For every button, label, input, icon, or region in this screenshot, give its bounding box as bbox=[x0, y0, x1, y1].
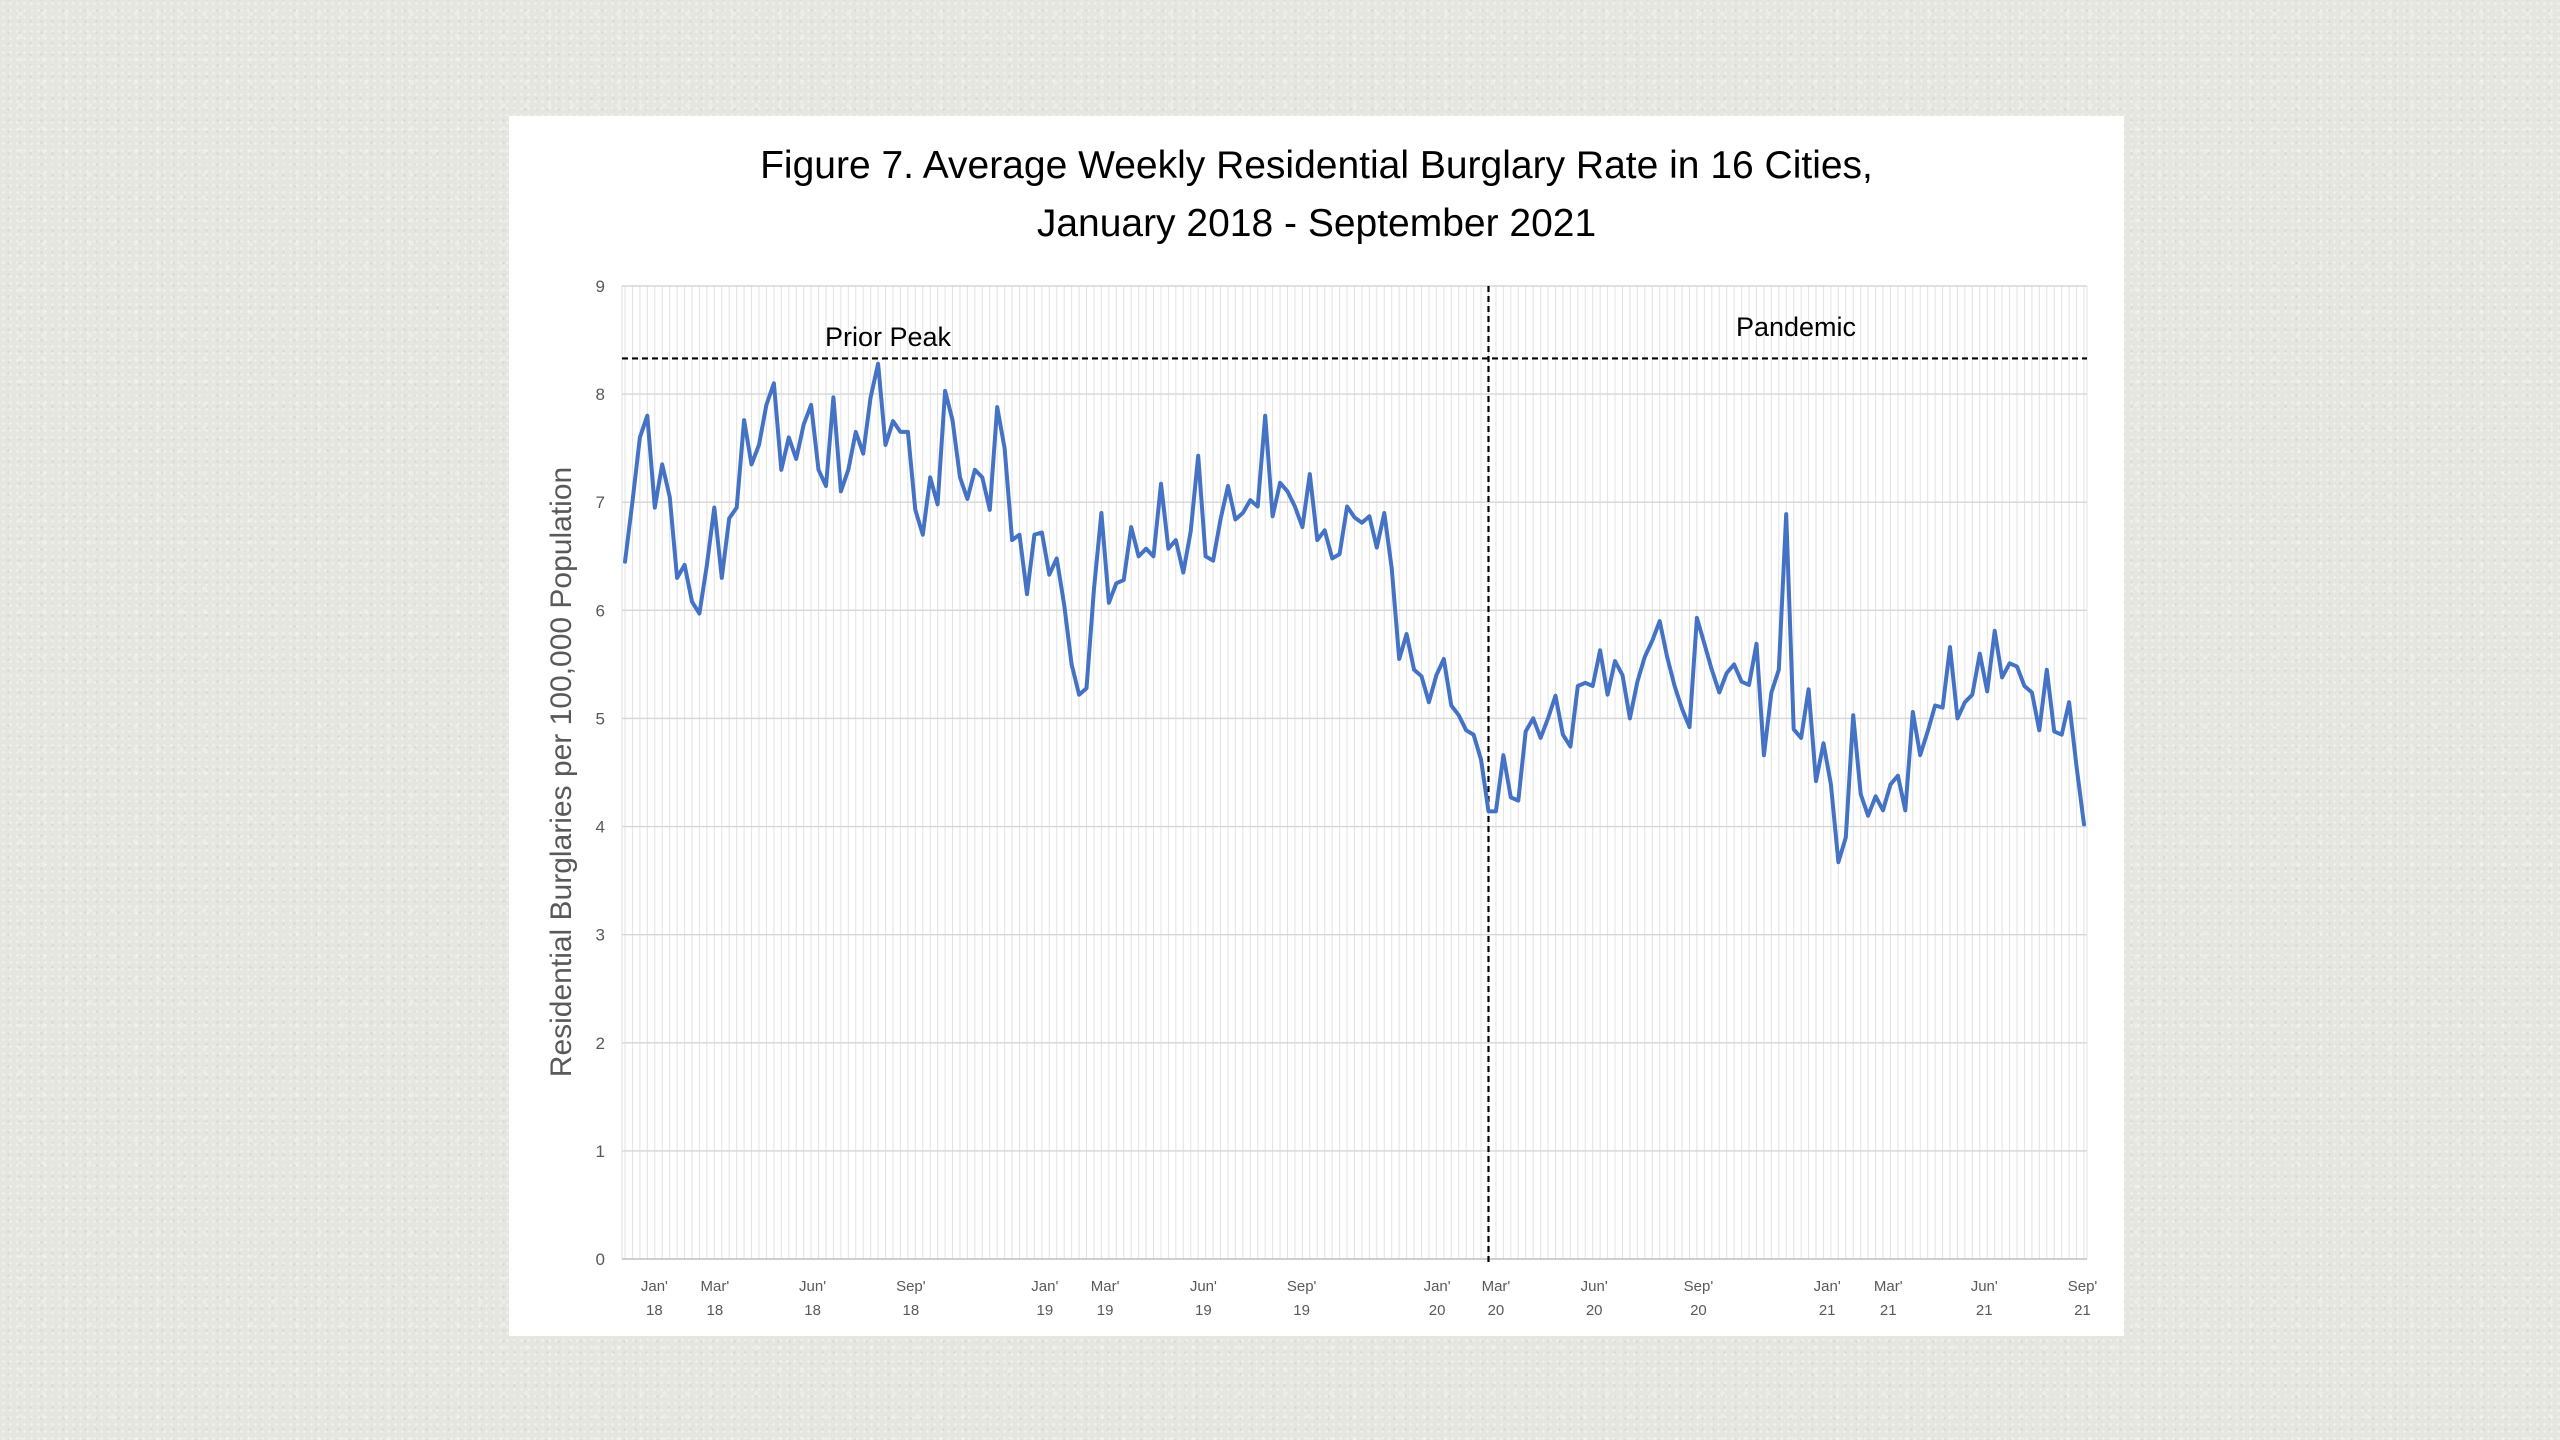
series-layer bbox=[623, 361, 2086, 865]
burglary-rate-chart: 0 1 2 3 4 5 6 7 8 9 Jan' 18 Mar' 18 Jun' 18 Sep' 18 Jan' 1… bbox=[545, 277, 2098, 1319]
prior-peak-annotation: Prior Peak bbox=[825, 322, 952, 352]
y-tick-label: 8 bbox=[596, 385, 605, 404]
y-tick-labels: 0 1 2 3 4 5 6 7 8 9 bbox=[596, 277, 605, 1269]
x-tick-month-label: Sep' bbox=[2068, 1278, 2098, 1295]
y-tick-label: 2 bbox=[596, 1034, 605, 1053]
y-tick-label: 1 bbox=[596, 1142, 605, 1161]
x-tick-month-label: Jan' bbox=[1031, 1278, 1058, 1295]
figure-card: Figure 7. Average Weekly Residential Bur… bbox=[509, 116, 2124, 1336]
x-tick-month-label: Jun' bbox=[1190, 1278, 1217, 1295]
y-tick-label: 4 bbox=[596, 818, 605, 837]
y-tick-label: 5 bbox=[596, 709, 605, 728]
x-tick-year-label: 20 bbox=[1488, 1302, 1505, 1319]
y-tick-label: 9 bbox=[596, 277, 605, 296]
x-tick-year-label: 18 bbox=[903, 1302, 920, 1319]
x-tick-month-label: Sep' bbox=[1287, 1278, 1317, 1295]
x-tick-month-label: Mar' bbox=[1091, 1278, 1120, 1295]
pandemic-annotation: Pandemic bbox=[1736, 312, 1856, 342]
x-tick-year-label: 20 bbox=[1690, 1302, 1707, 1319]
x-tick-month-label: Mar' bbox=[1482, 1278, 1511, 1295]
x-tick-month-label: Mar' bbox=[1874, 1278, 1903, 1295]
x-tick-month-label: Sep' bbox=[1684, 1278, 1714, 1295]
x-tick-year-label: 18 bbox=[646, 1302, 663, 1319]
x-tick-year-label: 19 bbox=[1195, 1302, 1212, 1319]
series-line bbox=[623, 361, 2086, 865]
x-tick-year-label: 20 bbox=[1586, 1302, 1603, 1319]
x-tick-month-label: Mar' bbox=[700, 1278, 729, 1295]
chart-title-line-1: Figure 7. Average Weekly Residential Bur… bbox=[760, 144, 1873, 187]
x-tick-year-label: 19 bbox=[1036, 1302, 1053, 1319]
y-axis-label: Residential Burglaries per 100,000 Popul… bbox=[545, 467, 578, 1077]
x-tick-month-label: Jan' bbox=[1424, 1278, 1451, 1295]
y-tick-label: 6 bbox=[596, 601, 605, 620]
x-tick-month-label: Sep' bbox=[896, 1278, 926, 1295]
y-tick-label: 3 bbox=[596, 926, 605, 945]
y-tick-label: 7 bbox=[596, 493, 605, 512]
reference-lines bbox=[622, 286, 2087, 1265]
x-tick-month-label: Jan' bbox=[1814, 1278, 1841, 1295]
x-tick-year-label: 20 bbox=[1429, 1302, 1446, 1319]
x-tick-year-label: 21 bbox=[1819, 1302, 1836, 1319]
x-tick-year-label: 21 bbox=[1880, 1302, 1897, 1319]
x-tick-year-label: 19 bbox=[1097, 1302, 1114, 1319]
x-tick-labels: Jan' 18 Mar' 18 Jun' 18 Sep' 18 Jan' 19 Mar' 19 Jun'… bbox=[641, 1278, 2098, 1319]
x-tick-year-label: 18 bbox=[707, 1302, 724, 1319]
y-tick-label: 0 bbox=[596, 1250, 605, 1269]
x-tick-year-label: 18 bbox=[804, 1302, 821, 1319]
gridlines bbox=[621, 285, 2088, 1259]
x-tick-month-label: Jun' bbox=[1581, 1278, 1608, 1295]
x-tick-year-label: 21 bbox=[2074, 1302, 2091, 1319]
x-tick-month-label: Jan' bbox=[641, 1278, 668, 1295]
x-tick-year-label: 21 bbox=[1976, 1302, 1993, 1319]
x-tick-month-label: Jun' bbox=[1971, 1278, 1998, 1295]
chart-title-line-2: January 2018 - September 2021 bbox=[1036, 202, 1597, 245]
x-tick-year-label: 19 bbox=[1293, 1302, 1310, 1319]
x-tick-month-label: Jun' bbox=[799, 1278, 826, 1295]
